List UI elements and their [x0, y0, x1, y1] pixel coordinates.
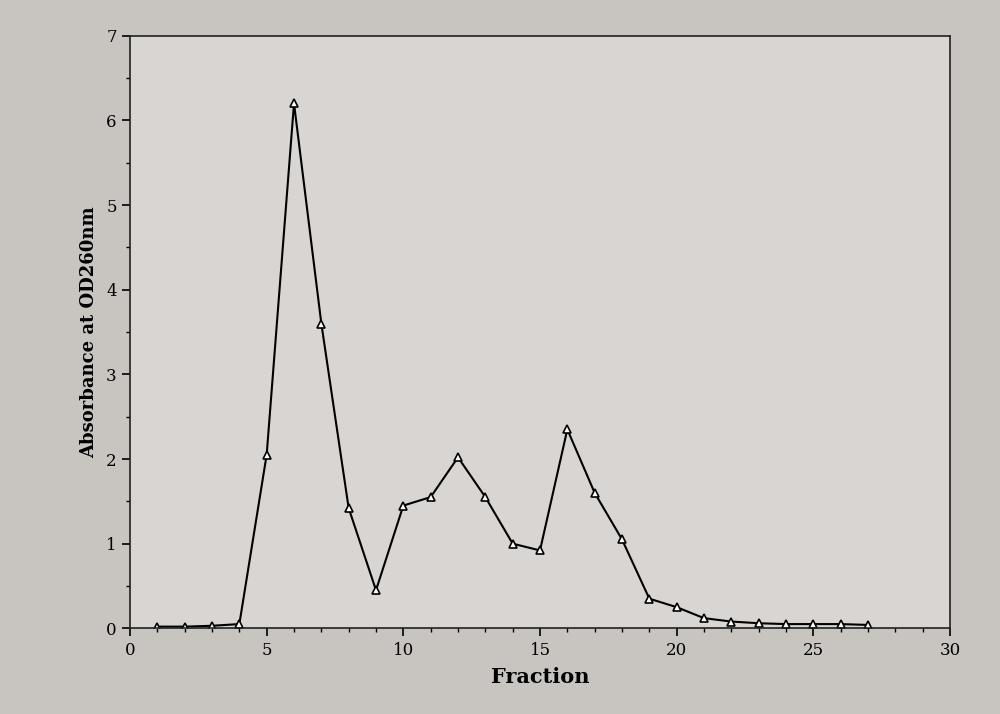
X-axis label: Fraction: Fraction [491, 667, 589, 687]
Y-axis label: Absorbance at OD260nm: Absorbance at OD260nm [80, 206, 98, 458]
